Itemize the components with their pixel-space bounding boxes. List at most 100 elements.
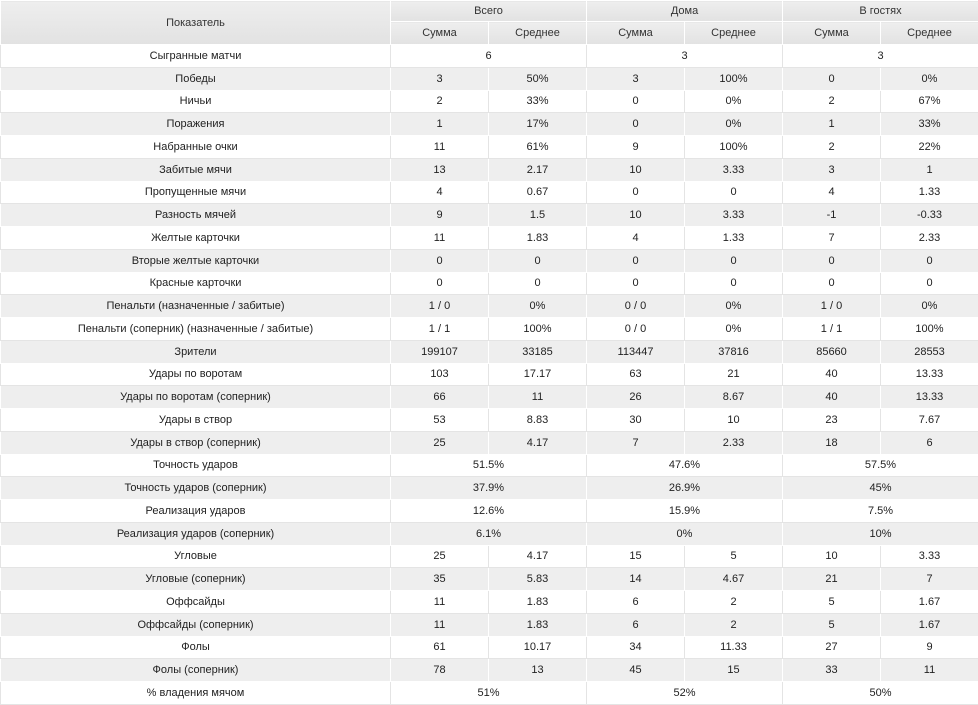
value-cell: 18 — [782, 430, 881, 455]
value-cell: 45% — [782, 476, 978, 500]
value-cell: 0 — [684, 271, 783, 296]
sum-header: Сумма — [390, 21, 489, 45]
value-cell: 100% — [684, 135, 783, 159]
value-cell: 6 — [880, 430, 978, 455]
sum-header: Сумма — [586, 21, 685, 45]
value-cell: 33% — [880, 112, 978, 136]
value-cell: 26 — [586, 385, 685, 409]
value-cell: 0% — [684, 317, 783, 341]
value-cell: 2 — [684, 590, 783, 614]
table-row: Набранные очки 11 61% 9 100% 2 22% — [0, 135, 978, 159]
value-cell: 6 — [390, 44, 587, 68]
value-cell: 21 — [684, 362, 783, 387]
value-cell: 23 — [782, 408, 881, 432]
value-cell: 0 — [586, 248, 685, 273]
value-cell: 85660 — [782, 339, 881, 364]
value-cell: 0% — [880, 294, 978, 318]
avg-header: Среднее — [684, 21, 783, 45]
value-cell: 21 — [782, 567, 881, 591]
row-label: Фолы (соперник) — [0, 658, 391, 682]
value-cell: 5.83 — [488, 567, 587, 591]
value-cell: 0 — [488, 248, 587, 273]
value-cell: 0 — [586, 112, 685, 136]
value-cell: 63 — [586, 362, 685, 387]
table-row: Забитые мячи 13 2.17 10 3.33 3 1 — [0, 157, 978, 182]
value-cell: 2.33 — [684, 430, 783, 455]
table-row: Поражения 1 17% 0 0% 1 33% — [0, 112, 978, 136]
row-label: Фолы — [0, 635, 391, 660]
value-cell: 10 — [782, 544, 881, 569]
value-cell: 12.6% — [390, 499, 587, 523]
table-row: Зрители 199107 33185 113447 37816 85660 28553 — [0, 339, 978, 364]
value-cell: 1 / 0 — [782, 294, 881, 318]
value-cell: 3 — [586, 44, 783, 68]
value-cell: 1 — [390, 112, 489, 136]
row-label: Победы — [0, 66, 391, 91]
table-row: Красные карточки 0 0 0 0 0 0 — [0, 271, 978, 296]
value-cell: 13 — [390, 157, 489, 182]
value-cell: 50% — [782, 681, 978, 705]
value-cell: 1.67 — [880, 612, 978, 637]
value-cell: 0 — [586, 89, 685, 114]
row-label: Удары в створ — [0, 408, 391, 432]
row-label: Вторые желтые карточки — [0, 248, 391, 273]
value-cell: 0 — [684, 248, 783, 273]
row-label: Точность ударов — [0, 453, 391, 478]
table-row: Реализация ударов 12.6% 15.9% 7.5% — [0, 499, 978, 523]
value-cell: 15 — [684, 658, 783, 682]
row-label: Реализация ударов — [0, 499, 391, 523]
value-cell: 2 — [782, 89, 881, 114]
table-row: Пенальти (назначенные / забитые) 1 / 0 0% 0… — [0, 294, 978, 318]
value-cell: 7 — [880, 567, 978, 591]
value-cell: 25 — [390, 544, 489, 569]
value-cell: 0% — [880, 66, 978, 91]
value-cell: 66 — [390, 385, 489, 409]
value-cell: 11 — [488, 385, 587, 409]
value-cell: 0 — [390, 271, 489, 296]
row-label: Поражения — [0, 112, 391, 136]
value-cell: 53 — [390, 408, 489, 432]
row-label: Угловые — [0, 544, 391, 569]
value-cell: 7.5% — [782, 499, 978, 523]
row-label: Удары по воротам (соперник) — [0, 385, 391, 409]
value-cell: 13.33 — [880, 362, 978, 387]
value-cell: 40 — [782, 385, 881, 409]
value-cell: 113447 — [586, 339, 685, 364]
value-cell: 0 — [684, 180, 783, 205]
row-label: Пропущенные мячи — [0, 180, 391, 205]
value-cell: 15.9% — [586, 499, 783, 523]
value-cell: 45 — [586, 658, 685, 682]
value-cell: 1 — [880, 157, 978, 182]
value-cell: 2 — [684, 612, 783, 637]
value-cell: 61% — [488, 135, 587, 159]
value-cell: 0 — [782, 248, 881, 273]
value-cell: 2 — [390, 89, 489, 114]
value-cell: 0 / 0 — [586, 317, 685, 341]
indicator-header: Показатель — [0, 0, 391, 45]
table-row: Удары в створ (соперник) 25 4.17 7 2.33 18 6 — [0, 430, 978, 455]
value-cell: 17% — [488, 112, 587, 136]
value-cell: 1 / 1 — [390, 317, 489, 341]
value-cell: 33 — [782, 658, 881, 682]
row-label: Ничьи — [0, 89, 391, 114]
value-cell: 3 — [782, 157, 881, 182]
value-cell: 47.6% — [586, 453, 783, 478]
value-cell: 30 — [586, 408, 685, 432]
value-cell: 52% — [586, 681, 783, 705]
value-cell: 0 — [880, 248, 978, 273]
value-cell: 1.83 — [488, 226, 587, 250]
value-cell: 2 — [782, 135, 881, 159]
value-cell: 78 — [390, 658, 489, 682]
value-cell: 10.17 — [488, 635, 587, 660]
value-cell: 1 / 0 — [390, 294, 489, 318]
value-cell: 50% — [488, 66, 587, 91]
value-cell: 0 — [880, 271, 978, 296]
row-label: Зрители — [0, 339, 391, 364]
value-cell: 1.5 — [488, 203, 587, 227]
value-cell: 37.9% — [390, 476, 587, 500]
table-row: Оффсайды (соперник) 11 1.83 6 2 5 1.67 — [0, 612, 978, 637]
value-cell: 11 — [390, 135, 489, 159]
row-label: % владения мячом — [0, 681, 391, 705]
value-cell: 27 — [782, 635, 881, 660]
